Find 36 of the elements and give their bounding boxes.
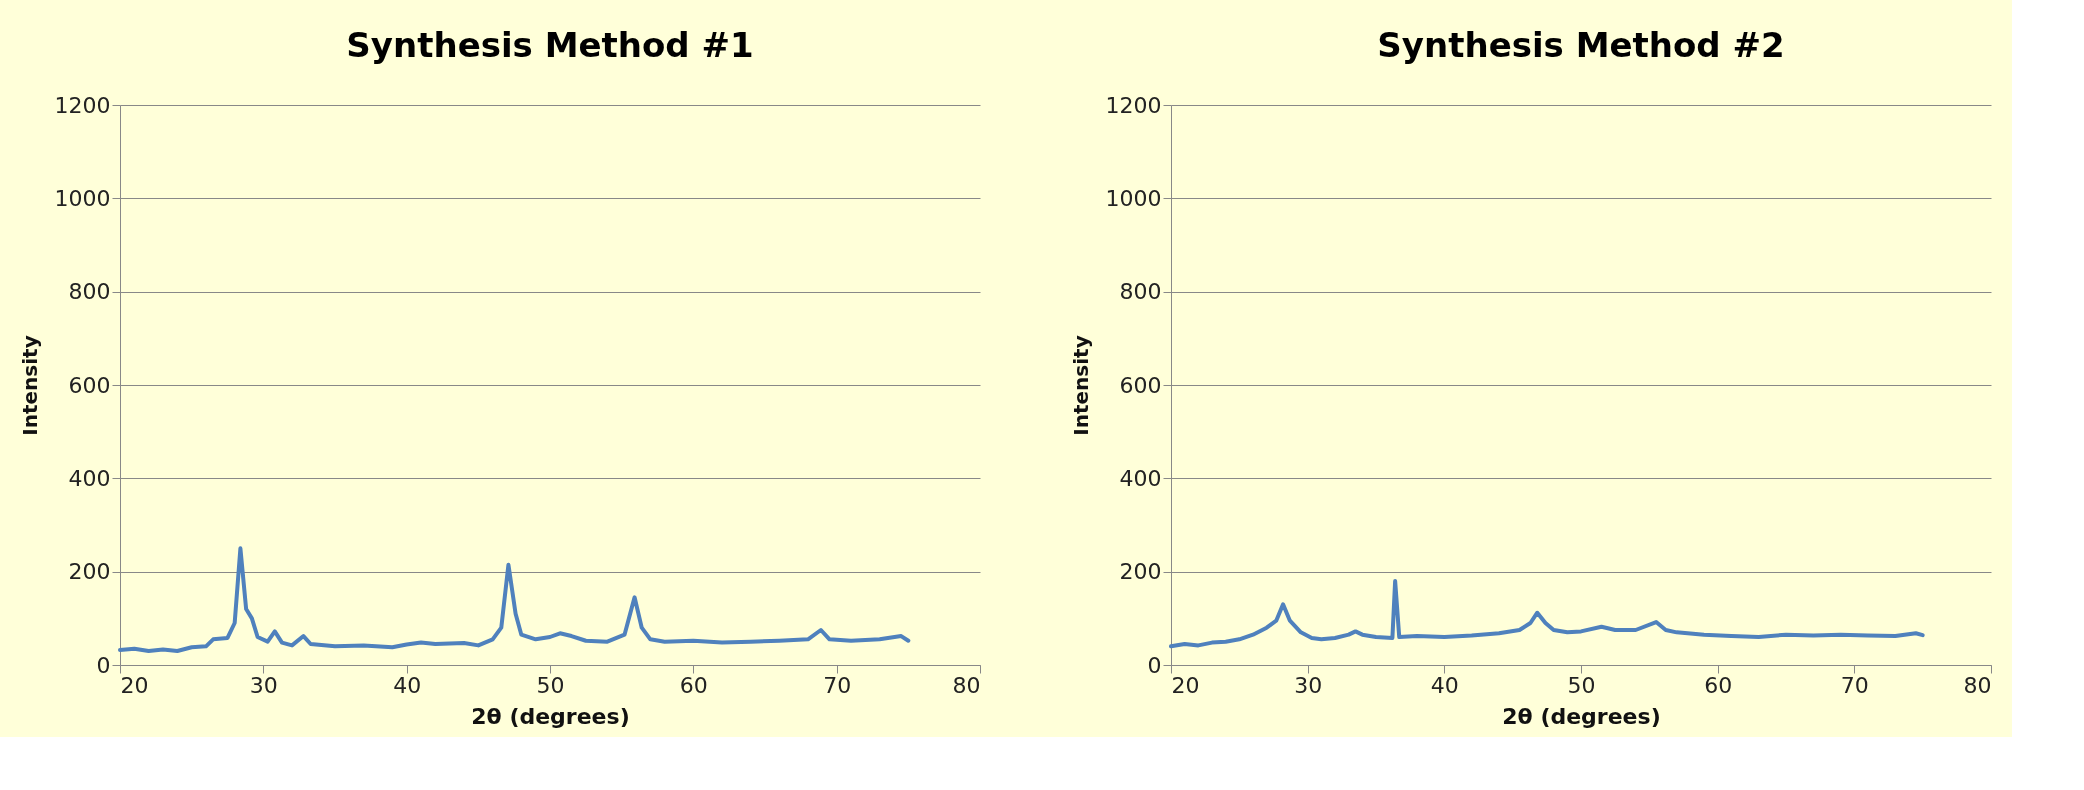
line-series bbox=[1169, 579, 1925, 649]
y-tick-label: 0 bbox=[96, 652, 111, 678]
y-tick-label: 600 bbox=[1119, 372, 1162, 398]
y-axis-title: Intensity bbox=[17, 335, 42, 436]
x-tick-label: 20 bbox=[1171, 672, 1200, 698]
x-tick-label: 70 bbox=[1840, 672, 1869, 698]
x-axis-title: 2θ (degrees) bbox=[1502, 703, 1661, 729]
y-tick-label: 1200 bbox=[54, 92, 111, 118]
x-tick-label: 70 bbox=[823, 672, 852, 698]
y-tick-label: 600 bbox=[68, 372, 111, 398]
x-tick-label: 80 bbox=[1963, 672, 1992, 698]
y-tick-label: 1000 bbox=[54, 185, 111, 211]
y-tick-label: 400 bbox=[1119, 465, 1162, 491]
y-tick-label: 0 bbox=[1147, 652, 1162, 678]
x-tick-label: 50 bbox=[1567, 672, 1596, 698]
y-tick-label: 200 bbox=[1119, 559, 1162, 585]
x-tick-label: 30 bbox=[1294, 672, 1323, 698]
x-tick-label: 50 bbox=[536, 672, 565, 698]
x-tick-label: 60 bbox=[1704, 672, 1733, 698]
x-axis-title: 2θ (degrees) bbox=[471, 703, 630, 729]
y-tick-label: 800 bbox=[1119, 279, 1162, 305]
x-tick-label: 20 bbox=[120, 672, 149, 698]
y-axis-title: Intensity bbox=[1068, 335, 1093, 436]
y-tick-label: 1000 bbox=[1105, 185, 1162, 211]
x-tick-label: 40 bbox=[1430, 672, 1459, 698]
y-tick-label: 800 bbox=[68, 279, 111, 305]
x-tick-label: 80 bbox=[952, 672, 981, 698]
chart-title: Synthesis Method #2 bbox=[1377, 25, 1785, 65]
y-tick-label: 200 bbox=[68, 559, 111, 585]
x-tick-label: 40 bbox=[393, 672, 422, 698]
line-series bbox=[118, 546, 911, 653]
y-tick-label: 400 bbox=[68, 465, 111, 491]
x-tick-label: 60 bbox=[679, 672, 708, 698]
y-tick-label: 1200 bbox=[1105, 92, 1162, 118]
chart-title: Synthesis Method #1 bbox=[346, 25, 754, 65]
x-tick-label: 30 bbox=[249, 672, 278, 698]
